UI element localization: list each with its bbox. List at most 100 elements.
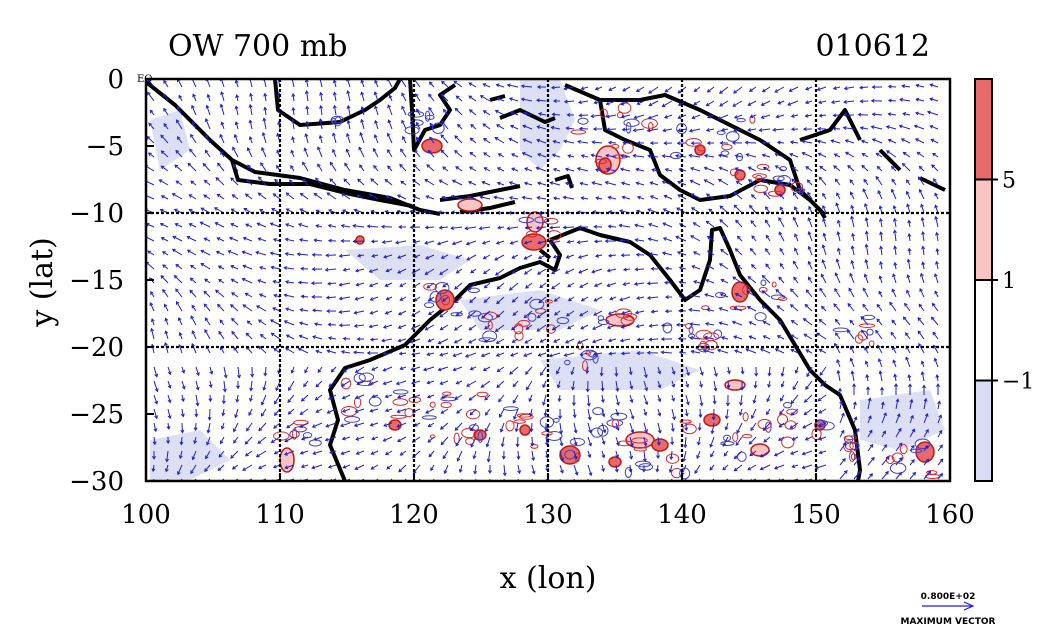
wind-arrowhead — [709, 466, 714, 471]
wind-arrow — [425, 324, 435, 331]
wind-arrowhead — [397, 394, 402, 399]
wind-arrowhead — [328, 450, 333, 455]
wind-arrow — [517, 464, 521, 474]
wind-arrowhead — [877, 358, 882, 363]
wind-arrow — [551, 126, 561, 130]
wind-arrow — [304, 366, 309, 373]
wind-arrow — [670, 450, 673, 460]
wind-arrow — [331, 366, 337, 373]
wind-arrow — [181, 380, 185, 389]
wind-arrow — [936, 232, 939, 242]
wind-arrow — [934, 273, 939, 284]
wind-arrowhead — [708, 208, 713, 213]
wind-arrowhead — [166, 440, 171, 445]
wind-arrowhead — [710, 453, 714, 458]
wind-arrowhead — [263, 372, 268, 377]
contour-positive — [732, 432, 739, 443]
wind-arrow — [879, 218, 883, 228]
wind-arrowhead — [636, 195, 641, 200]
wind-arrowhead — [297, 280, 302, 285]
contour-positive — [530, 443, 539, 449]
wind-arrow — [848, 288, 855, 298]
wind-arrowhead — [340, 193, 345, 197]
wind-arrow — [163, 80, 169, 88]
wind-arrow — [549, 240, 561, 244]
wind-arrow — [470, 422, 477, 431]
wind-arrow — [665, 168, 673, 172]
wind-arrow — [427, 436, 435, 443]
wind-arrowhead — [635, 88, 640, 92]
wind-arrow — [735, 155, 743, 158]
wind-arrowhead — [299, 424, 304, 428]
wind-arrowhead — [590, 114, 595, 119]
wind-arrowhead — [740, 386, 745, 391]
wind-arrowhead — [171, 248, 176, 253]
wind-arrowhead — [508, 287, 513, 291]
wind-arrow — [457, 450, 463, 462]
wind-arrow — [634, 282, 645, 285]
wind-arrow — [517, 450, 520, 459]
wind-arrowhead — [622, 267, 627, 272]
wind-arrowhead — [290, 164, 294, 169]
wind-arrowhead — [731, 140, 736, 145]
wind-arrow — [440, 422, 449, 430]
wind-arrow — [468, 95, 477, 102]
wind-arrowhead — [906, 203, 910, 208]
wind-arrowhead — [549, 240, 554, 245]
wind-arrowhead — [696, 455, 700, 459]
wind-arrowhead — [305, 105, 310, 110]
wind-arrowhead — [754, 372, 759, 377]
wind-arrowhead — [840, 429, 845, 434]
wind-arrow — [176, 119, 183, 130]
wind-arrow — [451, 195, 463, 200]
wind-arrow — [615, 394, 620, 405]
wind-arrow — [355, 268, 365, 272]
wind-arrowhead — [175, 263, 180, 268]
wind-arrow — [677, 251, 687, 256]
wind-arrowhead — [162, 288, 166, 293]
wind-arrow — [511, 153, 519, 158]
wind-arrow — [209, 394, 212, 402]
wind-arrow — [159, 179, 169, 186]
wind-arrowhead — [340, 451, 345, 456]
wind-arrowhead — [285, 223, 290, 227]
wind-arrow — [438, 366, 449, 371]
wind-arrowhead — [400, 148, 404, 153]
wind-arrow — [908, 374, 911, 382]
wind-arrow — [751, 235, 757, 242]
wind-arrow — [699, 366, 704, 376]
wind-arrowhead — [480, 353, 485, 358]
wind-arrowhead — [341, 395, 346, 400]
wind-arrow — [207, 94, 211, 102]
wind-arrow — [512, 310, 519, 316]
wind-arrow — [563, 86, 575, 90]
wind-arrow — [167, 380, 171, 389]
wind-arrow — [284, 450, 295, 456]
wind-arrowhead — [415, 485, 418, 488]
wind-arrow — [937, 458, 944, 466]
wind-arrowhead — [455, 380, 460, 385]
wind-arrow — [591, 154, 603, 158]
wind-arrow — [206, 436, 211, 445]
wind-arrowhead — [231, 465, 236, 470]
wind-arrow — [837, 248, 841, 256]
wind-arrow — [250, 93, 253, 102]
contour-negative — [431, 122, 445, 135]
wind-arrow — [355, 296, 365, 300]
wind-arrow — [242, 304, 253, 312]
wind-arrowhead — [331, 148, 336, 153]
wind-arrow — [934, 358, 939, 368]
wind-arrowhead — [289, 179, 293, 184]
wind-arrowhead — [919, 272, 924, 277]
wind-arrowhead — [163, 93, 167, 98]
wind-arrowhead — [648, 323, 653, 328]
wind-arrow — [483, 138, 491, 144]
wind-arrow — [651, 310, 659, 313]
wind-arrow — [671, 394, 675, 402]
wind-arrow — [272, 307, 281, 312]
wind-arrow — [881, 444, 887, 452]
wind-arrow — [453, 352, 463, 357]
wind-arrow — [606, 100, 617, 105]
wind-arrow — [815, 464, 827, 469]
wind-arrowhead — [370, 451, 375, 455]
